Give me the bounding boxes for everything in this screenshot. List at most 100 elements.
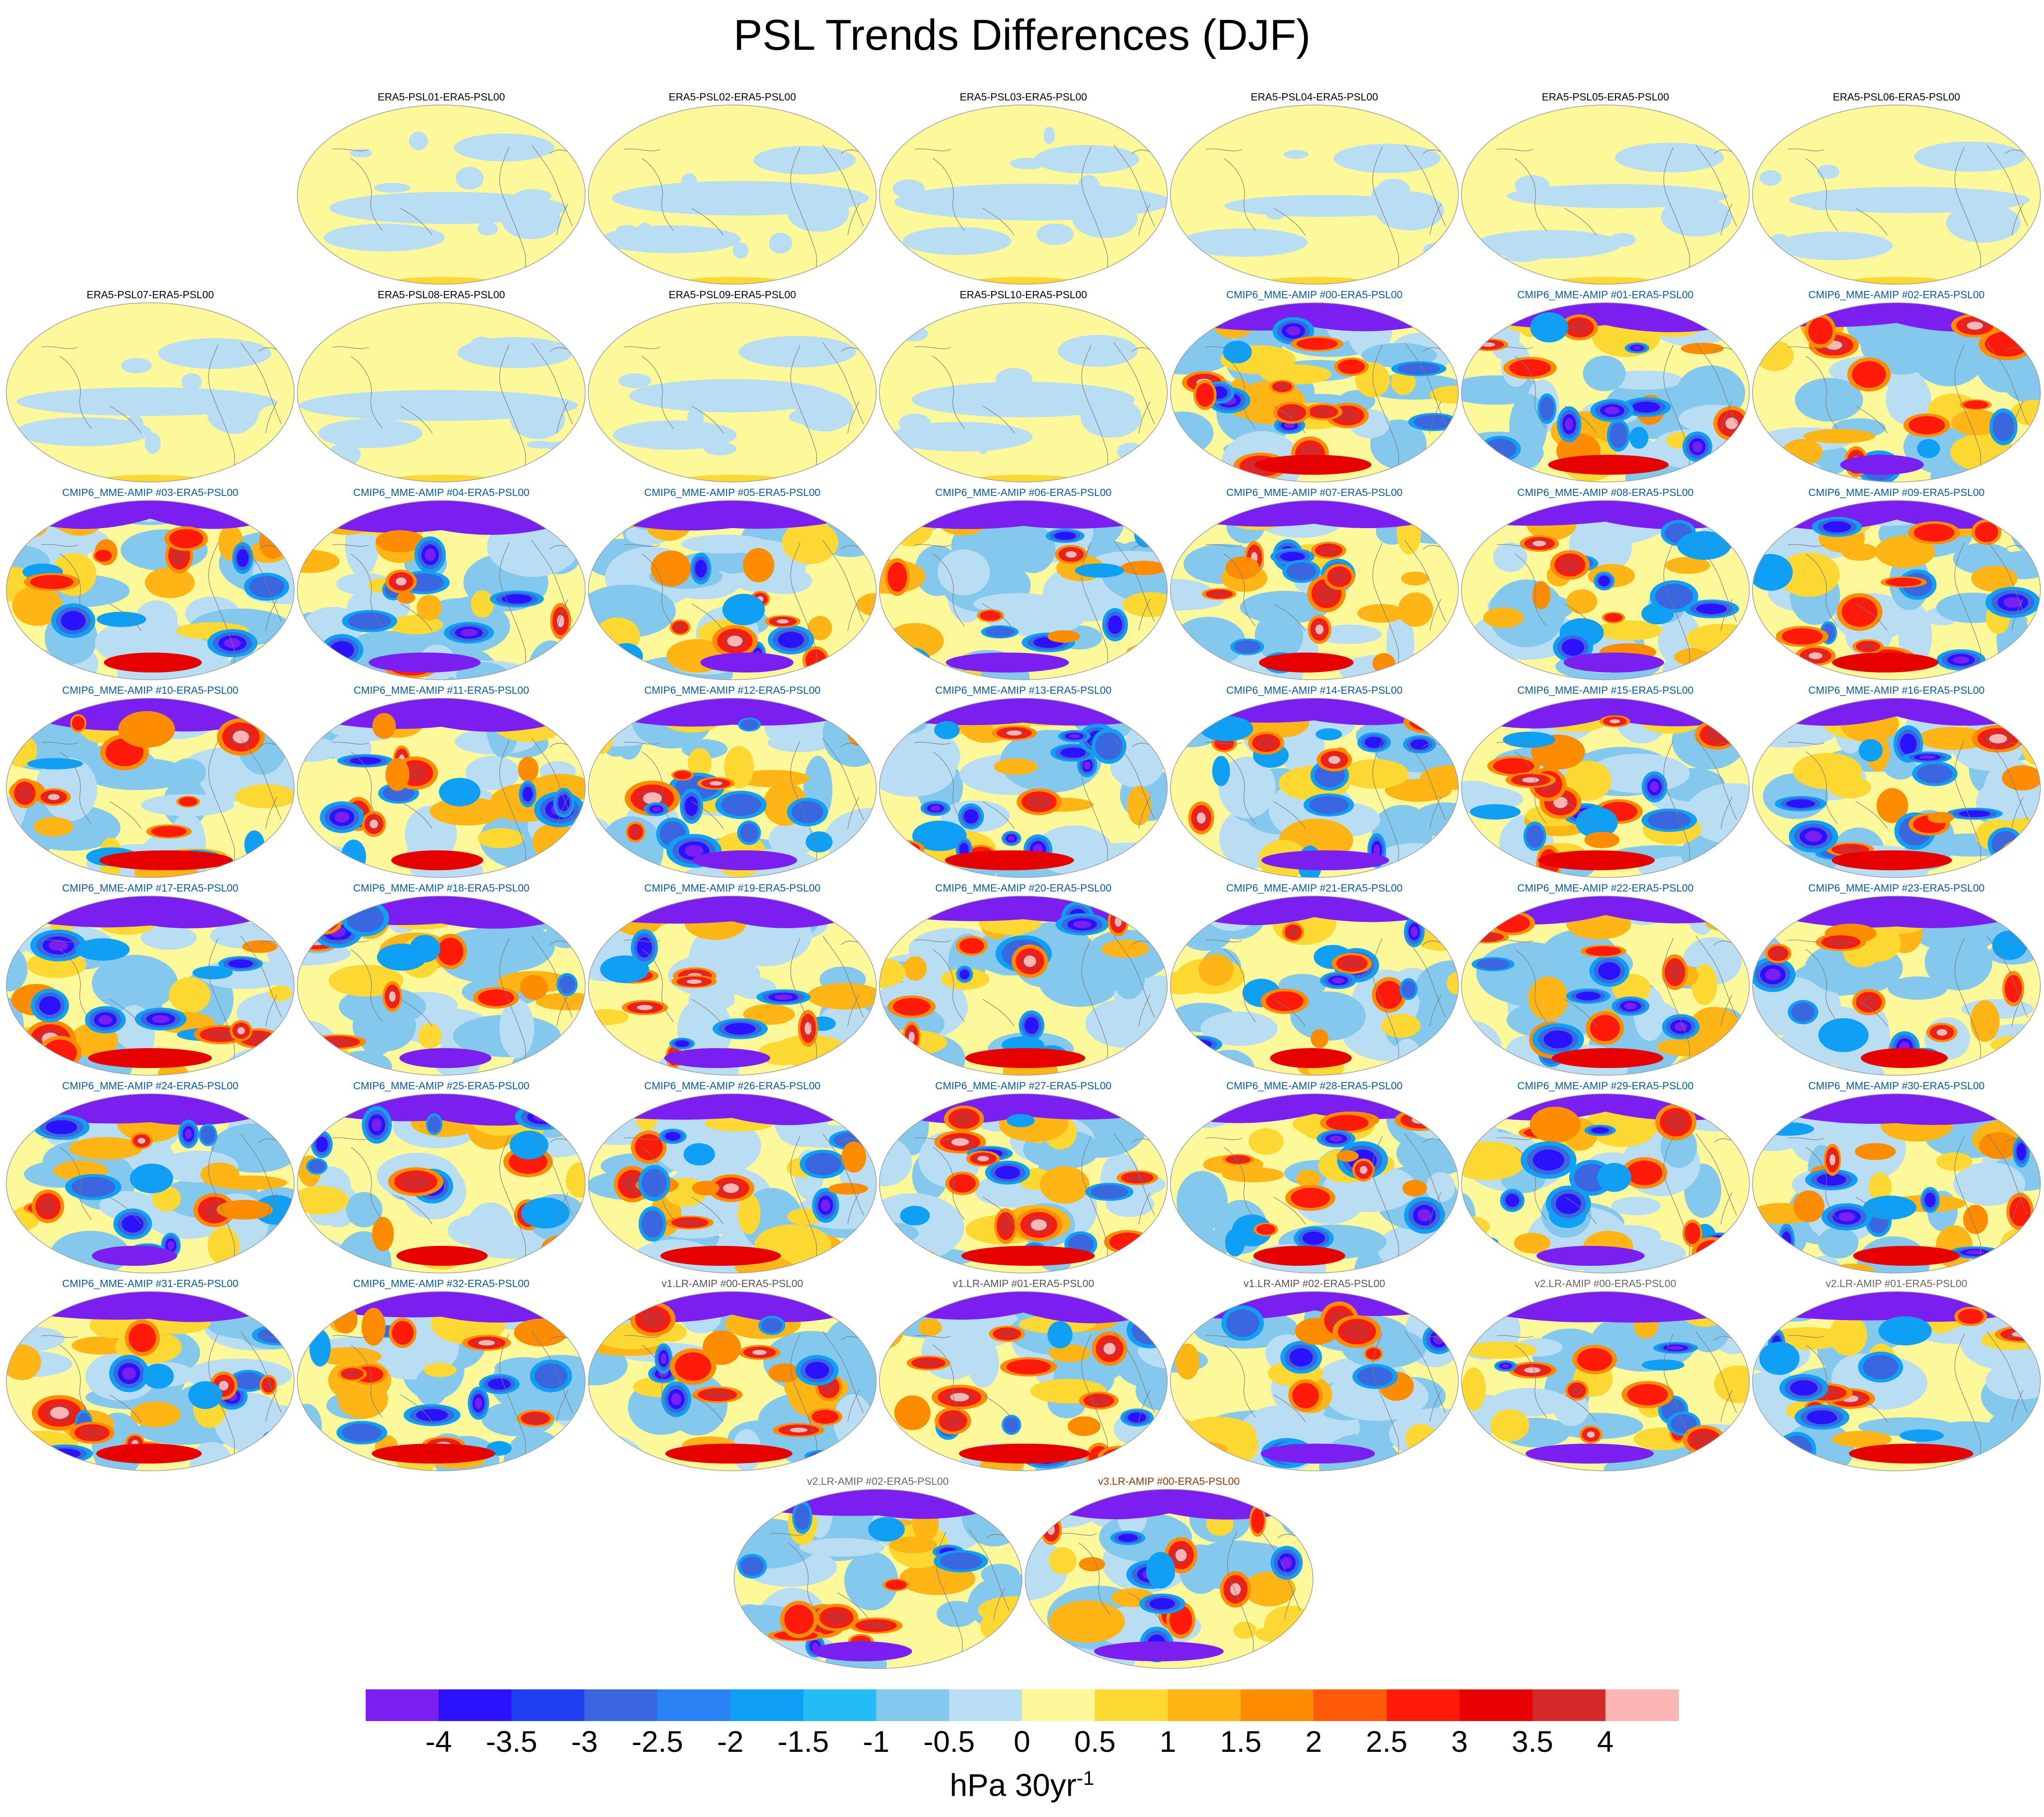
panel-label: ERA5-PSL03-ERA5-PSL00 <box>960 91 1087 103</box>
colorbar-swatch <box>1386 1689 1460 1721</box>
panel-label: CMIP6_MME-AMIP #25-ERA5-PSL00 <box>353 1080 530 1092</box>
panel-label: ERA5-PSL05-ERA5-PSL00 <box>1542 91 1669 103</box>
colorbar-tick-label: 3.5 <box>1511 1725 1553 1758</box>
map-panel: CMIP6_MME-AMIP #16-ERA5-PSL00 <box>1752 684 2041 878</box>
map-panel: CMIP6_MME-AMIP #27-ERA5-PSL00 <box>879 1079 1168 1274</box>
psl-trend-map <box>6 500 295 680</box>
panel-label: CMIP6_MME-AMIP #28-ERA5-PSL00 <box>1226 1080 1403 1092</box>
map-panel: v1.LR-AMIP #01-ERA5-PSL00 <box>879 1277 1168 1472</box>
map-panel: CMIP6_MME-AMIP #02-ERA5-PSL00 <box>1752 288 2041 483</box>
panel-label: v1.LR-AMIP #00-ERA5-PSL00 <box>661 1278 803 1289</box>
colorbar-swatch <box>803 1689 877 1721</box>
map-panel: CMIP6_MME-AMIP #21-ERA5-PSL00 <box>1170 882 1459 1076</box>
colorbar <box>366 1689 1679 1721</box>
psl-trend-map <box>6 896 295 1076</box>
panel-label: CMIP6_MME-AMIP #15-ERA5-PSL00 <box>1517 684 1694 696</box>
panel-label: ERA5-PSL08-ERA5-PSL00 <box>377 289 505 300</box>
panel-label: CMIP6_MME-AMIP #26-ERA5-PSL00 <box>644 1080 821 1092</box>
panel-label: ERA5-PSL01-ERA5-PSL00 <box>377 91 505 103</box>
colorbar-tick-label: 4 <box>1597 1725 1614 1758</box>
panel-label: CMIP6_MME-AMIP #04-ERA5-PSL00 <box>353 486 530 498</box>
map-panel: CMIP6_MME-AMIP #01-ERA5-PSL00 <box>1461 288 1750 483</box>
map-panel: CMIP6_MME-AMIP #06-ERA5-PSL00 <box>879 486 1168 681</box>
psl-trend-map <box>588 896 877 1076</box>
colorbar-tick-labels: -4 -3.5 -3 -2.5 -2 -1.5 -1 -0.5 0 0.5 1 1.5 2 2.5 3 3.5… <box>0 1723 2044 1760</box>
psl-trend-map <box>1752 500 2041 680</box>
map-panel: CMIP6_MME-AMIP #09-ERA5-PSL00 <box>1752 486 2041 681</box>
psl-trend-map <box>588 500 877 680</box>
colorbar-tick-label: -1.5 <box>777 1725 829 1758</box>
panel-label: v2.LR-AMIP #01-ERA5-PSL00 <box>1825 1278 1968 1289</box>
psl-trend-map <box>1461 302 1750 482</box>
psl-trend-map <box>297 698 586 878</box>
psl-trend-map <box>879 1291 1168 1471</box>
panel-label: v1.LR-AMIP #01-ERA5-PSL00 <box>952 1278 1094 1289</box>
colorbar-swatch <box>1095 1689 1168 1721</box>
panel-label: CMIP6_MME-AMIP #09-ERA5-PSL00 <box>1808 486 1985 498</box>
panel-label: CMIP6_MME-AMIP #03-ERA5-PSL00 <box>62 486 239 498</box>
map-panel: ERA5-PSL02-ERA5-PSL00 <box>587 91 877 285</box>
psl-trend-map <box>588 105 877 285</box>
map-panel: ERA5-PSL01-ERA5-PSL00 <box>296 91 586 285</box>
psl-trend-map <box>1170 302 1459 482</box>
panel-label: v3.LR-AMIP #00-ERA5-PSL00 <box>1098 1475 1240 1487</box>
panel-label: CMIP6_MME-AMIP #12-ERA5-PSL00 <box>644 684 821 696</box>
panel-label: CMIP6_MME-AMIP #32-ERA5-PSL00 <box>353 1278 530 1289</box>
map-panel: CMIP6_MME-AMIP #17-ERA5-PSL00 <box>5 882 295 1076</box>
map-panel: CMIP6_MME-AMIP #28-ERA5-PSL00 <box>1170 1079 1459 1274</box>
colorbar-swatch <box>1313 1689 1387 1721</box>
colorbar-swatch <box>1459 1689 1533 1721</box>
panel-label: CMIP6_MME-AMIP #00-ERA5-PSL00 <box>1226 289 1403 300</box>
colorbar-swatch <box>439 1689 512 1721</box>
panel-label: CMIP6_MME-AMIP #23-ERA5-PSL00 <box>1808 882 1985 894</box>
map-panel: CMIP6_MME-AMIP #13-ERA5-PSL00 <box>879 684 1168 878</box>
psl-trend-map <box>1461 1291 1750 1471</box>
map-panel: CMIP6_MME-AMIP #00-ERA5-PSL00 <box>1170 288 1459 483</box>
panel-label: ERA5-PSL06-ERA5-PSL00 <box>1833 91 1960 103</box>
panel-label: CMIP6_MME-AMIP #21-ERA5-PSL00 <box>1226 882 1403 894</box>
panel-label: CMIP6_MME-AMIP #18-ERA5-PSL00 <box>353 882 530 894</box>
map-panel: v2.LR-AMIP #02-ERA5-PSL00 <box>733 1475 1023 1669</box>
map-panel: CMIP6_MME-AMIP #10-ERA5-PSL00 <box>5 684 295 878</box>
map-panel: CMIP6_MME-AMIP #19-ERA5-PSL00 <box>587 882 877 1076</box>
map-panel: CMIP6_MME-AMIP #29-ERA5-PSL00 <box>1461 1079 1750 1274</box>
psl-trend-map <box>297 105 586 285</box>
panel-label: CMIP6_MME-AMIP #29-ERA5-PSL00 <box>1517 1080 1694 1092</box>
map-panel: CMIP6_MME-AMIP #20-ERA5-PSL00 <box>879 882 1168 1076</box>
colorbar-swatch <box>1022 1689 1095 1721</box>
map-panel: v3.LR-AMIP #00-ERA5-PSL00 <box>1024 1475 1314 1669</box>
colorbar-swatch <box>366 1689 439 1721</box>
psl-trend-map <box>879 1093 1168 1273</box>
psl-trend-map <box>297 1291 586 1471</box>
map-panel: ERA5-PSL03-ERA5-PSL00 <box>879 91 1168 285</box>
map-panel: ERA5-PSL06-ERA5-PSL00 <box>1752 91 2041 285</box>
map-panel: CMIP6_MME-AMIP #26-ERA5-PSL00 <box>587 1079 877 1274</box>
panel-label: ERA5-PSL10-ERA5-PSL00 <box>960 289 1087 300</box>
map-panel: CMIP6_MME-AMIP #15-ERA5-PSL00 <box>1461 684 1750 878</box>
psl-trend-map <box>1752 1291 2041 1471</box>
colorbar-tick-label: 1 <box>1159 1725 1176 1758</box>
map-panel: CMIP6_MME-AMIP #11-ERA5-PSL00 <box>296 684 586 878</box>
panel-label: ERA5-PSL07-ERA5-PSL00 <box>86 289 214 300</box>
map-panel: ERA5-PSL10-ERA5-PSL00 <box>879 288 1168 483</box>
map-panel: v1.LR-AMIP #02-ERA5-PSL00 <box>1170 1277 1459 1472</box>
map-panel: CMIP6_MME-AMIP #24-ERA5-PSL00 <box>5 1079 295 1274</box>
colorbar-swatch <box>511 1689 585 1721</box>
psl-trend-map <box>879 500 1168 680</box>
psl-trend-map <box>6 698 295 878</box>
colorbar-tick-label: -3 <box>571 1725 598 1758</box>
psl-trend-map <box>1461 896 1750 1076</box>
colorbar-tick-label: 2.5 <box>1366 1725 1408 1758</box>
panel-label: CMIP6_MME-AMIP #10-ERA5-PSL00 <box>62 684 239 696</box>
map-panel: v2.LR-AMIP #01-ERA5-PSL00 <box>1752 1277 2041 1472</box>
psl-trend-map <box>588 698 877 878</box>
map-panel: CMIP6_MME-AMIP #30-ERA5-PSL00 <box>1752 1079 2041 1274</box>
psl-trend-map <box>879 302 1168 482</box>
panel-label: ERA5-PSL04-ERA5-PSL00 <box>1251 91 1378 103</box>
colorbar-tick-label: -1 <box>863 1725 890 1758</box>
colorbar-unit-base: hPa 30yr <box>950 1767 1077 1803</box>
map-panel: ERA5-PSL09-ERA5-PSL00 <box>587 288 877 483</box>
psl-trend-map <box>879 698 1168 878</box>
panel-label: CMIP6_MME-AMIP #27-ERA5-PSL00 <box>935 1080 1112 1092</box>
panel-label: CMIP6_MME-AMIP #06-ERA5-PSL00 <box>935 486 1112 498</box>
